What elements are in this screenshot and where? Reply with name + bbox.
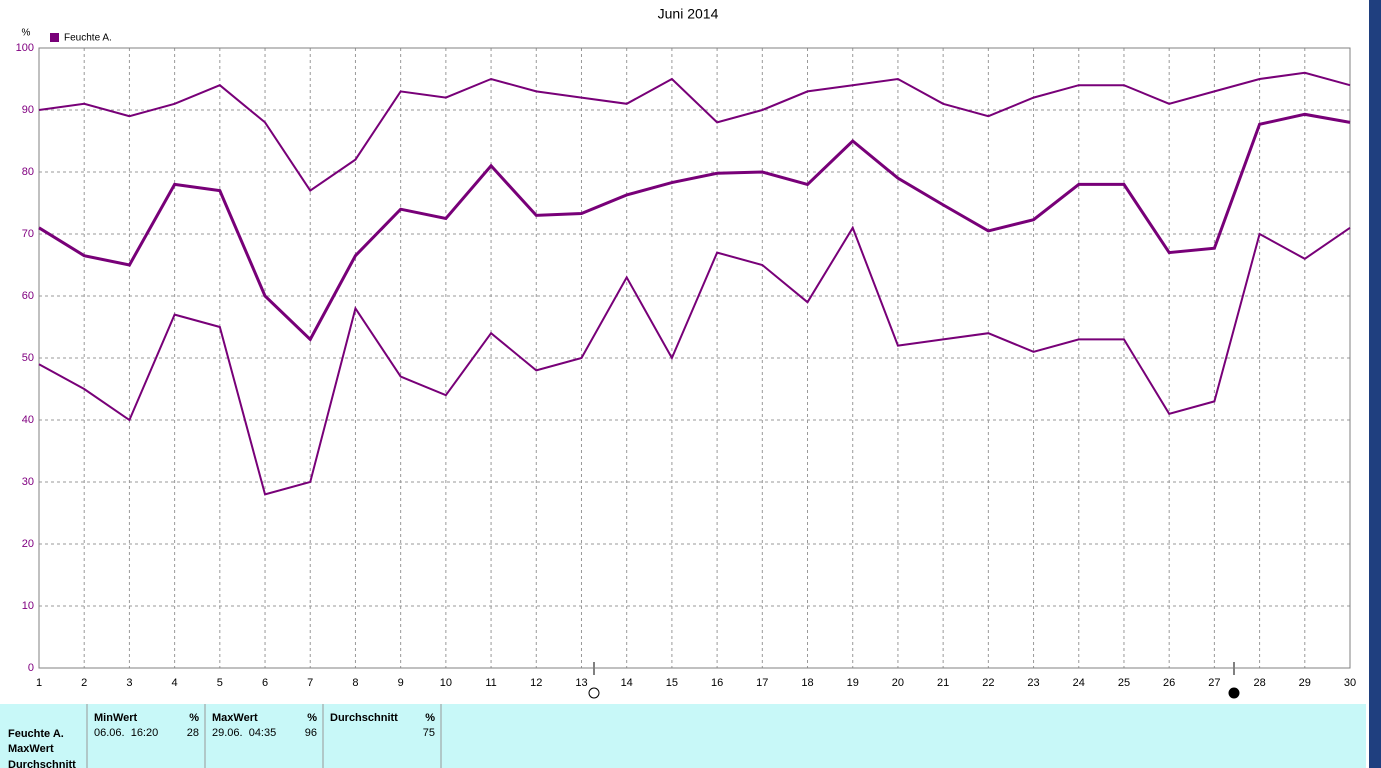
stat-value: 96 (305, 727, 317, 739)
series-line (38, 112, 1351, 342)
x-tick-label: 8 (352, 677, 358, 689)
column-unit: % (189, 712, 199, 724)
stats-panel (0, 704, 1366, 768)
y-tick-label: 60 (22, 290, 34, 302)
chart-title: Juni 2014 (658, 6, 719, 22)
x-tick-label: 26 (1163, 677, 1175, 689)
y-axis-label: % (22, 28, 31, 39)
legend-label: Feuchte A. (64, 33, 112, 44)
column-header: MaxWert (212, 712, 258, 724)
stat-date: 29.06. 04:35 (212, 727, 276, 739)
x-tick-label: 23 (1027, 677, 1039, 689)
full-moon-icon (588, 687, 600, 699)
x-tick-label: 16 (711, 677, 723, 689)
row-label: MaxWert (8, 743, 54, 755)
series-line (38, 71, 1351, 192)
x-tick-label: 20 (892, 677, 904, 689)
series-line (38, 225, 1351, 496)
row-label: Feuchte A. (8, 728, 64, 740)
x-tick-label: 5 (217, 677, 223, 689)
y-tick-label: 100 (16, 42, 34, 54)
y-tick-label: 0 (28, 662, 34, 674)
x-tick-label: 10 (440, 677, 452, 689)
column-header: Durchschnitt (330, 712, 398, 724)
x-tick-label: 27 (1208, 677, 1220, 689)
x-tick-label: 1 (36, 677, 42, 689)
y-tick-label: 80 (22, 166, 34, 178)
x-tick-label: 18 (801, 677, 813, 689)
stat-value: 28 (187, 727, 199, 739)
y-tick-label: 90 (22, 104, 34, 116)
x-tick-label: 14 (621, 677, 633, 689)
x-tick-label: 21 (937, 677, 949, 689)
y-tick-label: 10 (22, 600, 34, 612)
column-unit: % (307, 712, 317, 724)
x-tick-label: 15 (666, 677, 678, 689)
x-tick-label: 4 (172, 677, 178, 689)
y-tick-label: 70 (22, 228, 34, 240)
x-tick-label: 12 (530, 677, 542, 689)
y-tick-label: 50 (22, 352, 34, 364)
column-unit: % (425, 712, 435, 724)
x-tick-label: 6 (262, 677, 268, 689)
new-moon-icon (1228, 687, 1240, 699)
x-tick-label: 22 (982, 677, 994, 689)
y-tick-label: 20 (22, 538, 34, 550)
x-tick-label: 2 (81, 677, 87, 689)
x-tick-label: 7 (307, 677, 313, 689)
x-tick-label: 24 (1073, 677, 1085, 689)
x-tick-label: 19 (847, 677, 859, 689)
x-tick-label: 17 (756, 677, 768, 689)
stat-date: 06.06. 16:20 (94, 727, 158, 739)
y-tick-label: 40 (22, 414, 34, 426)
row-label: Durchschnitt (8, 759, 76, 768)
window-edge (1366, 0, 1381, 768)
window-edge-line (1366, 0, 1369, 768)
column-header: MinWert (94, 712, 138, 724)
y-tick-label: 30 (22, 476, 34, 488)
stat-value: 75 (423, 727, 435, 739)
plot-frame (38, 47, 1351, 669)
x-tick-label: 30 (1344, 677, 1356, 689)
legend-swatch (50, 33, 59, 42)
x-tick-label: 28 (1253, 677, 1265, 689)
x-tick-label: 13 (575, 677, 587, 689)
x-tick-label: 3 (126, 677, 132, 689)
x-tick-label: 9 (398, 677, 404, 689)
x-tick-label: 25 (1118, 677, 1130, 689)
x-tick-label: 11 (485, 677, 496, 689)
x-tick-label: 29 (1299, 677, 1311, 689)
